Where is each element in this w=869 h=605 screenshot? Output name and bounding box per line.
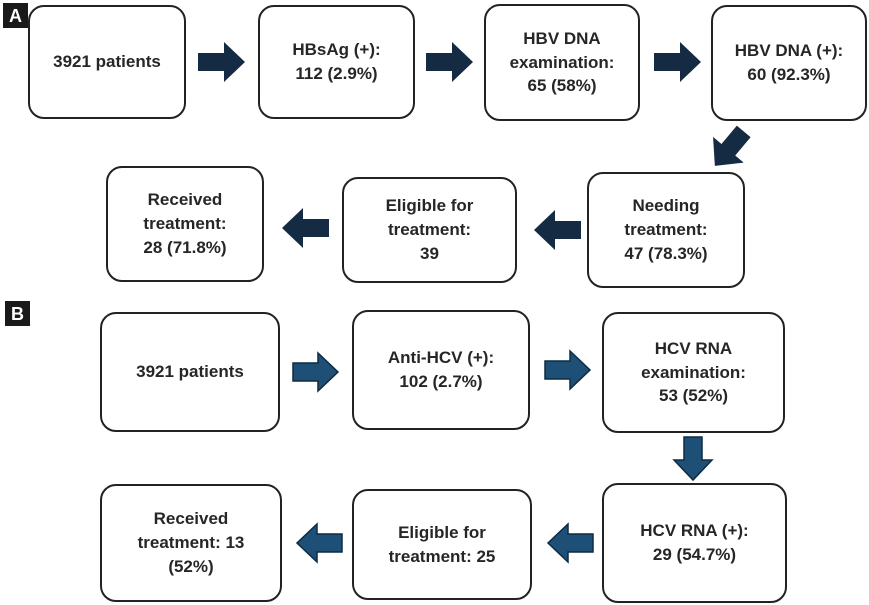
box-b-eligible-treatment: Eligible for treatment: 25 bbox=[352, 489, 532, 600]
arrow-left-icon bbox=[295, 521, 343, 565]
box-a-eligible-treatment: Eligible for treatment: 39 bbox=[342, 177, 517, 283]
box-a-hbv-dna-exam: HBV DNA examination: 65 (58%) bbox=[484, 4, 640, 121]
box-a-received-treatment: Received treatment: 28 (71.8%) bbox=[106, 166, 264, 282]
box-a-patients: 3921 patients bbox=[28, 5, 186, 119]
arrow-right-icon bbox=[198, 40, 246, 84]
box-a-hbv-dna-positive: HBV DNA (+): 60 (92.3%) bbox=[711, 5, 867, 121]
box-b-hcv-rna-positive: HCV RNA (+): 29 (54.7%) bbox=[602, 483, 787, 603]
panel-b-label: B bbox=[5, 301, 30, 326]
box-b-received-treatment: Received treatment: 13 (52%) bbox=[100, 484, 282, 602]
arrow-down-icon bbox=[671, 436, 715, 482]
box-b-anti-hcv-positive: Anti-HCV (+): 102 (2.7%) bbox=[352, 310, 530, 430]
arrow-right-icon bbox=[426, 40, 474, 84]
arrow-right-icon bbox=[544, 348, 592, 392]
arrow-left-icon bbox=[546, 521, 594, 565]
box-a-needing-treatment: Needing treatment: 47 (78.3%) bbox=[587, 172, 745, 288]
arrow-down-left-icon bbox=[697, 117, 760, 181]
arrow-left-icon bbox=[533, 208, 581, 252]
box-b-hcv-rna-exam: HCV RNA examination: 53 (52%) bbox=[602, 312, 785, 433]
box-b-patients: 3921 patients bbox=[100, 312, 280, 432]
arrow-right-icon bbox=[654, 40, 702, 84]
box-a-hbsag-positive: HBsAg (+): 112 (2.9%) bbox=[258, 5, 415, 119]
arrow-right-icon bbox=[292, 350, 340, 394]
panel-a-label: A bbox=[3, 3, 28, 28]
arrow-left-icon bbox=[281, 206, 329, 250]
